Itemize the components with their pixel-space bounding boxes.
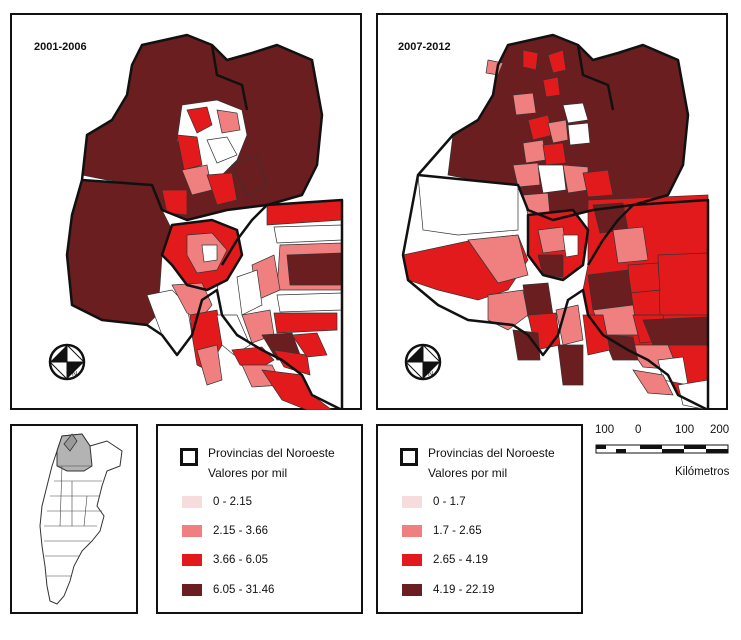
map-2007-2012: N bbox=[401, 33, 710, 410]
scale-label-100-left: 100 bbox=[595, 424, 615, 436]
legend-values-label: Valores por mil bbox=[428, 466, 508, 480]
scale-bar-graphic bbox=[595, 444, 729, 454]
legend-label-class-3: 2.65 - 4.19 bbox=[433, 554, 488, 566]
scale-label-100-right: 100 bbox=[675, 424, 695, 436]
scale-bar: 100 0 100 200 Kilómetros bbox=[590, 420, 735, 480]
scale-label-200: 200 bbox=[710, 424, 730, 436]
north-arrow-icon: N bbox=[404, 343, 442, 381]
legend-swatch-class-1 bbox=[182, 496, 202, 508]
map-2001-2006: N bbox=[48, 33, 344, 410]
legend-provinces-label: Provincias del Noroeste bbox=[208, 446, 335, 460]
legend-label-class-4: 4.19 - 22.19 bbox=[433, 584, 495, 596]
map-panel-2007-2012: 2007-2012 bbox=[376, 13, 728, 410]
north-arrow-label: N bbox=[72, 371, 77, 378]
scale-label-0: 0 bbox=[635, 424, 642, 436]
legend-swatch-class-2 bbox=[182, 525, 202, 537]
legend-label-class-3: 3.66 - 6.05 bbox=[213, 554, 268, 566]
map-panel-2001-2006: 2001-2006 bbox=[10, 13, 362, 410]
legend-swatch-class-4 bbox=[182, 584, 202, 596]
legend-label-class-4: 6.05 - 31.46 bbox=[213, 584, 275, 596]
legend-label-class-2: 2.15 - 3.66 bbox=[213, 525, 268, 537]
north-arrow-icon: N bbox=[48, 343, 86, 381]
inset-map-argentina bbox=[10, 424, 138, 614]
legend-label-class-1: 0 - 1.7 bbox=[433, 496, 466, 508]
legend-provinces-label: Provincias del Noroeste bbox=[428, 446, 555, 460]
legend-2007-2012: Provincias del Noroeste Valores por mil … bbox=[376, 424, 583, 614]
legend-swatch-class-3 bbox=[182, 554, 202, 566]
province-outline-swatch bbox=[400, 448, 418, 466]
scale-unit-label: Kilómetros bbox=[675, 466, 730, 478]
legend-swatch-class-1 bbox=[402, 496, 422, 508]
north-arrow-label: N bbox=[428, 371, 433, 378]
legend-label-class-2: 1.7 - 2.65 bbox=[433, 525, 482, 537]
legend-values-label: Valores por mil bbox=[208, 466, 288, 480]
legend-swatch-class-3 bbox=[402, 554, 422, 566]
map-period-label: 2007-2012 bbox=[398, 41, 451, 53]
legend-label-class-1: 0 - 2.15 bbox=[213, 496, 252, 508]
legend-2001-2006: Provincias del Noroeste Valores por mil … bbox=[156, 424, 363, 614]
legend-swatch-class-2 bbox=[402, 525, 422, 537]
legend-swatch-class-4 bbox=[402, 584, 422, 596]
map-period-label: 2001-2006 bbox=[34, 41, 87, 53]
province-outline-swatch bbox=[180, 448, 198, 466]
